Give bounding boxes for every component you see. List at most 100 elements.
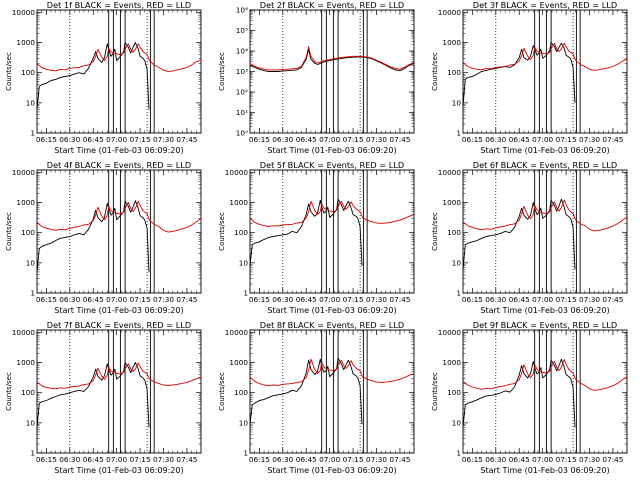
x-axis-label: Start Time (01-Feb-03 06:09:20) xyxy=(267,466,396,475)
x-tick-label: 07:45 xyxy=(176,295,197,304)
detector-panel: Det 8f BLACK = Events, RED = LLD 1 10 100 10… xyxy=(213,320,426,480)
x-tick-label: 06:45 xyxy=(83,295,104,304)
y-tick-label: 10000 xyxy=(438,328,462,337)
x-tick-label: 06:45 xyxy=(296,295,317,304)
x-tick-label: 07:30 xyxy=(366,295,387,304)
y-axis-label: Counts/sec xyxy=(218,212,226,251)
y-tick-label: 10⁰ xyxy=(236,129,248,138)
series-line-events xyxy=(249,357,363,425)
detector-chart: Det 4f BLACK = Events, RED = LLD 1 10 100 10… xyxy=(5,160,202,315)
plot-frame xyxy=(249,329,415,454)
detector-panel: Det 4f BLACK = Events, RED = LLD 1 10 100 10… xyxy=(0,160,213,320)
y-tick-label: 10⁵ xyxy=(236,26,248,35)
series-line-lld xyxy=(249,200,415,227)
y-tick-label: 1000 xyxy=(16,198,35,207)
x-tick-label: 07:15 xyxy=(556,455,577,464)
y-tick-label: 10000 xyxy=(225,328,249,337)
x-tick-label: 07:15 xyxy=(343,135,364,144)
x-tick-label: 06:15 xyxy=(249,455,270,464)
x-tick-label: 06:45 xyxy=(509,455,530,464)
x-tick-label: 07:15 xyxy=(343,455,364,464)
chart-title: Det 6f BLACK = Events, RED = LLD xyxy=(473,160,617,170)
y-tick-label: 10³ xyxy=(236,67,248,76)
chart-title: Det 7f BLACK = Events, RED = LLD xyxy=(47,320,191,330)
detector-panel: Det 7f BLACK = Events, RED = LLD 1 10 100 10… xyxy=(0,320,213,480)
y-axis-label: Counts/sec xyxy=(431,52,439,91)
x-axis-label: Start Time (01-Feb-03 06:09:20) xyxy=(267,306,396,315)
detector-chart: Det 7f BLACK = Events, RED = LLD 1 10 100 10… xyxy=(5,320,202,475)
y-tick-label: 10000 xyxy=(12,8,36,17)
x-tick-label: 06:30 xyxy=(59,295,80,304)
plot-frame xyxy=(462,9,628,134)
x-tick-label: 07:15 xyxy=(130,135,151,144)
y-tick-label: 1 xyxy=(243,289,248,298)
plot-frame xyxy=(462,169,628,294)
x-tick-label: 07:15 xyxy=(130,295,151,304)
detector-chart: Det 6f BLACK = Events, RED = LLD 1 10 100 10… xyxy=(431,160,628,315)
chart-title: Det 5f BLACK = Events, RED = LLD xyxy=(260,160,404,170)
x-tick-label: 06:45 xyxy=(296,135,317,144)
y-axis-label: Counts/sec xyxy=(218,52,226,91)
x-tick-label: 07:45 xyxy=(389,455,410,464)
chart-title: Det 8f BLACK = Events, RED = LLD xyxy=(260,320,404,330)
y-tick-label: 1 xyxy=(30,289,35,298)
x-tick-label: 07:45 xyxy=(389,295,410,304)
x-tick-label: 07:45 xyxy=(389,135,410,144)
x-tick-label: 07:00 xyxy=(106,135,127,144)
y-tick-label: 10000 xyxy=(12,328,36,337)
plot-frame xyxy=(249,169,415,294)
series-line-lld xyxy=(462,199,628,232)
x-axis-label: Start Time (01-Feb-03 06:09:20) xyxy=(54,466,183,475)
x-tick-label: 07:45 xyxy=(602,135,623,144)
x-tick-label: 07:45 xyxy=(176,135,197,144)
x-tick-label: 06:45 xyxy=(83,455,104,464)
x-tick-label: 06:45 xyxy=(509,135,530,144)
plot-frame xyxy=(462,329,628,454)
detector-chart: Det 1f BLACK = Events, RED = LLD 1 10 100 10… xyxy=(5,0,202,155)
detector-chart: Det 3f BLACK = Events, RED = LLD 1 10 100 10… xyxy=(431,0,628,155)
y-tick-label: 10⁶ xyxy=(236,6,248,15)
y-tick-label: 10 xyxy=(239,258,249,267)
y-axis-label: Counts/sec xyxy=(5,212,13,251)
x-tick-label: 06:45 xyxy=(296,455,317,464)
x-tick-label: 07:30 xyxy=(579,455,600,464)
x-tick-label: 07:30 xyxy=(153,135,174,144)
plot-frame xyxy=(36,329,202,454)
series-line-events xyxy=(36,200,150,272)
y-tick-label: 10 xyxy=(239,418,249,427)
y-tick-label: 10000 xyxy=(12,168,36,177)
y-tick-label: 10 xyxy=(26,98,36,107)
x-tick-label: 07:00 xyxy=(319,455,340,464)
x-tick-label: 07:30 xyxy=(579,295,600,304)
detector-panel: Det 3f BLACK = Events, RED = LLD 1 10 100 10… xyxy=(426,0,639,160)
y-tick-label: 100 xyxy=(447,228,461,237)
y-tick-label: 100 xyxy=(447,68,461,77)
x-tick-label: 06:15 xyxy=(462,455,483,464)
y-tick-label: 1 xyxy=(456,449,461,458)
y-axis-label: Counts/sec xyxy=(431,212,439,251)
y-tick-label: 10 xyxy=(452,258,462,267)
y-tick-label: 10 xyxy=(452,98,462,107)
series-line-lld xyxy=(462,42,628,71)
x-tick-label: 06:15 xyxy=(249,135,270,144)
y-tick-label: 100 xyxy=(21,68,35,77)
detector-chart: Det 9f BLACK = Events, RED = LLD 1 10 100 10… xyxy=(431,320,628,475)
x-tick-label: 07:00 xyxy=(532,135,553,144)
x-tick-label: 07:00 xyxy=(319,135,340,144)
series-line-lld xyxy=(462,359,628,391)
x-tick-label: 06:15 xyxy=(36,135,57,144)
series-line-lld xyxy=(249,358,415,387)
detector-panel: Det 9f BLACK = Events, RED = LLD 1 10 100 10… xyxy=(426,320,639,480)
x-tick-label: 07:30 xyxy=(366,135,387,144)
x-tick-label: 07:45 xyxy=(176,455,197,464)
x-tick-label: 07:45 xyxy=(602,295,623,304)
y-tick-label: 10000 xyxy=(438,8,462,17)
x-tick-label: 06:30 xyxy=(485,295,506,304)
x-tick-label: 06:15 xyxy=(462,135,483,144)
x-tick-label: 06:15 xyxy=(36,295,57,304)
series-line-events xyxy=(462,42,576,106)
detector-panel: Det 1f BLACK = Events, RED = LLD 1 10 100 10… xyxy=(0,0,213,160)
series-line-lld xyxy=(249,46,415,71)
y-axis-label: Counts/sec xyxy=(218,372,226,411)
x-tick-label: 07:00 xyxy=(532,455,553,464)
